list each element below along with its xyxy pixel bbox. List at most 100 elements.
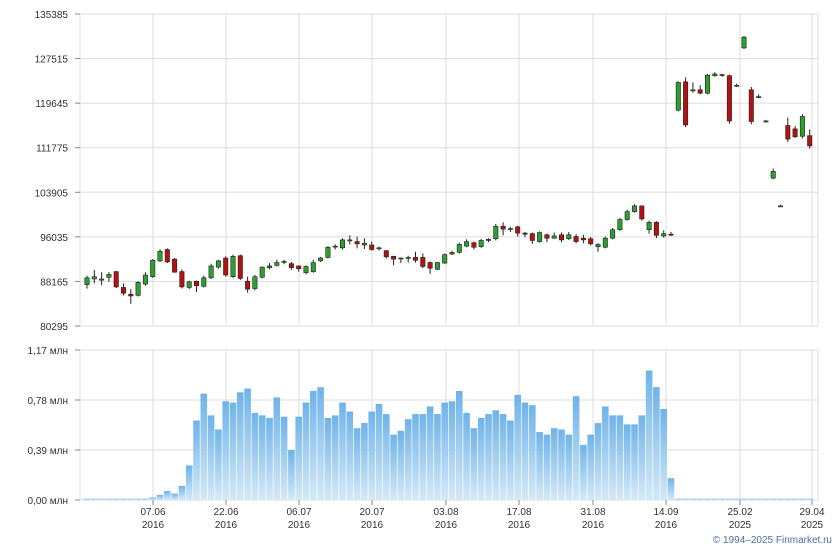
candle	[544, 233, 550, 243]
candle	[726, 74, 732, 124]
x-tick-year: 2016	[288, 520, 311, 531]
candle	[361, 238, 367, 249]
candle	[661, 230, 667, 238]
price-tick-label: 119645	[35, 99, 68, 110]
volume-bar	[383, 414, 390, 500]
candle	[106, 272, 112, 282]
candle	[690, 82, 696, 93]
volume-bar	[98, 498, 105, 500]
candle	[318, 256, 324, 262]
candle	[595, 243, 601, 252]
candle-body	[580, 237, 586, 241]
candle	[792, 126, 798, 138]
volume-bar	[185, 465, 193, 500]
volume-bar	[273, 397, 281, 500]
volume-bar	[368, 411, 375, 500]
candle	[354, 236, 360, 249]
candle	[646, 220, 652, 234]
volume-bar	[616, 415, 624, 500]
candle	[529, 232, 535, 244]
price-tick-label: 80295	[40, 322, 68, 333]
candle	[412, 251, 418, 263]
candle	[763, 119, 769, 123]
candle-body	[361, 242, 367, 246]
candle-body	[493, 225, 499, 240]
candle-body	[252, 276, 258, 289]
volume-bar	[251, 412, 259, 500]
volume-bar	[521, 402, 529, 500]
candle-body	[675, 82, 681, 111]
candle-body	[274, 262, 280, 266]
candle	[420, 253, 426, 269]
candle	[704, 73, 710, 95]
candle	[376, 246, 382, 251]
candle	[449, 250, 455, 256]
candle-body	[478, 240, 484, 247]
candle	[770, 168, 776, 180]
candle-body	[121, 287, 127, 294]
candle-body	[471, 242, 477, 248]
volume-tick-label: 1,17 млн	[28, 346, 68, 357]
candle	[558, 232, 564, 243]
volume-bar	[799, 498, 806, 500]
candle	[471, 241, 477, 250]
volume-bar	[543, 434, 551, 500]
candle-body	[807, 135, 813, 147]
candle-body	[201, 277, 207, 287]
candle	[121, 283, 127, 296]
candle	[288, 261, 294, 270]
candle	[405, 255, 411, 263]
candle-body	[325, 246, 331, 258]
volume-bar	[470, 428, 478, 500]
volume-bar	[769, 498, 777, 500]
volume-bar	[689, 498, 697, 500]
candle-body	[544, 234, 550, 239]
candle-body	[91, 276, 97, 280]
candle-body	[420, 257, 426, 267]
volume-bar	[404, 419, 412, 500]
volume-bar	[456, 391, 463, 500]
candle-body	[507, 228, 513, 230]
volume-bar	[784, 498, 792, 500]
volume-bar	[171, 493, 178, 500]
candle-body	[770, 171, 776, 179]
candle-body	[617, 219, 623, 230]
price-tick-label: 88165	[40, 277, 68, 288]
volume-bar	[660, 408, 667, 500]
volume-bar	[426, 406, 434, 500]
candle-body	[179, 271, 185, 288]
candle-body	[318, 257, 324, 262]
candle-body	[558, 234, 564, 241]
candle	[84, 275, 90, 289]
candle-body	[288, 263, 294, 268]
candle-body	[194, 280, 200, 287]
candle	[785, 117, 791, 142]
volume-bar	[740, 498, 748, 500]
volume-bar	[142, 498, 149, 500]
candle	[478, 238, 484, 248]
candle-body	[566, 234, 572, 240]
candle	[237, 254, 243, 281]
candle	[748, 86, 754, 125]
candle	[157, 249, 163, 262]
x-tick-label: 06.07	[286, 507, 311, 518]
volume-bar	[704, 498, 711, 500]
candle	[245, 276, 251, 293]
candle	[266, 263, 272, 270]
x-tick-label: 07.06	[140, 507, 165, 518]
candle	[208, 263, 214, 279]
candle	[135, 281, 141, 297]
volume-bar	[244, 388, 251, 500]
volume-bar	[806, 498, 813, 500]
candle	[493, 224, 499, 241]
x-tick-label: 29.04	[799, 507, 824, 518]
volume-bar	[550, 428, 558, 500]
candle	[515, 225, 521, 237]
candle-body	[726, 75, 732, 122]
volume-bar	[339, 402, 346, 500]
candle	[179, 269, 185, 289]
candle	[325, 246, 331, 259]
candle-body	[186, 281, 192, 288]
candle-body	[339, 239, 345, 249]
candle	[230, 254, 236, 278]
